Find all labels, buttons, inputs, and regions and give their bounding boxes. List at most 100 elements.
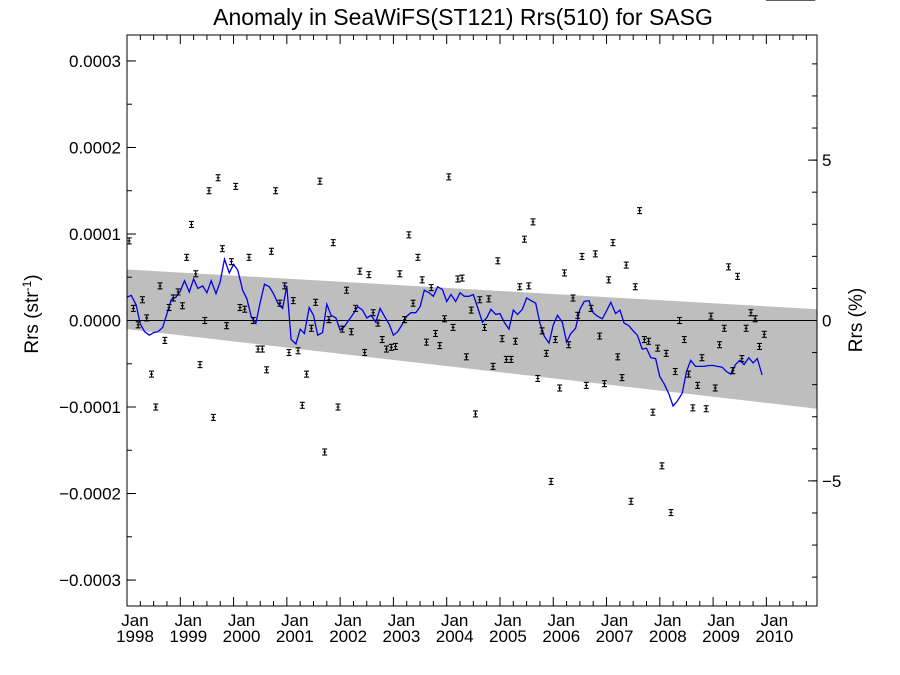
data-point (615, 353, 621, 361)
data-point (242, 305, 248, 313)
data-point (756, 342, 762, 351)
y-tick-label-left: 0.0002 (69, 138, 121, 157)
data-point (228, 258, 234, 266)
data-point (637, 207, 643, 215)
data-point (477, 296, 483, 304)
data-point (210, 413, 216, 421)
data-point (406, 231, 412, 239)
data-point (348, 328, 354, 336)
smoothed-series-layer (126, 256, 763, 408)
data-point (268, 247, 274, 255)
x-tick-label-year: 2004 (436, 627, 474, 646)
data-point (317, 177, 323, 185)
data-point (663, 349, 669, 357)
data-point (393, 342, 399, 351)
data-point (628, 497, 634, 505)
data-point (508, 355, 514, 363)
data-point (552, 335, 558, 344)
data-point (428, 284, 434, 292)
x-tick-label-month: Jan (707, 611, 734, 630)
x-tick-label-month: Jan (494, 611, 521, 630)
data-point (681, 335, 687, 344)
data-point (157, 282, 163, 290)
smoothed-series-line (126, 256, 763, 408)
data-point (135, 321, 141, 329)
data-point (726, 263, 732, 271)
y-axis-title-left-superscript: -1 (20, 280, 34, 291)
data-point (344, 286, 350, 294)
y-tick-label-right: 5 (822, 151, 831, 170)
y-tick-label-left: −0.0003 (59, 571, 121, 590)
data-point (339, 325, 345, 333)
data-point (388, 343, 394, 351)
data-point (330, 239, 336, 247)
y-tick-label-left: 0.0001 (69, 225, 121, 244)
axes-layer: 0.0003 0.0002 0.0001 0.0000 −0.0001 −0.0002 −0… (59, 35, 841, 646)
data-point (433, 329, 439, 338)
x-tick-label-month: Jan (548, 611, 575, 630)
data-point (153, 403, 159, 411)
data-point (455, 275, 461, 283)
data-point (623, 261, 629, 269)
x-tick-label-month: Jan (601, 611, 628, 630)
data-point (255, 345, 261, 353)
data-point (423, 338, 429, 346)
data-point (499, 335, 505, 343)
data-point (130, 304, 136, 312)
data-point (170, 294, 176, 302)
data-point (601, 380, 607, 388)
data-point (326, 316, 332, 324)
y-axis-title-left-close: ) (22, 274, 43, 280)
y-axis-title-left-text: Rrs (str (22, 291, 43, 354)
data-point (517, 283, 523, 291)
x-tick-label-year: 2010 (755, 627, 793, 646)
data-point (304, 370, 310, 378)
data-point (592, 250, 598, 258)
confidence-band-layer (127, 269, 817, 409)
data-point (570, 294, 576, 302)
data-point (282, 282, 288, 290)
y-tick-label-right: −5 (822, 472, 841, 491)
data-point (721, 324, 727, 332)
data-point (353, 304, 359, 312)
y-axis-title-right: Rrs (%) (846, 288, 867, 352)
data-point (543, 349, 549, 357)
data-point (250, 316, 256, 325)
data-point (761, 330, 767, 338)
data-point (410, 299, 416, 307)
y-tick-label-left: 0.0000 (69, 312, 121, 331)
data-point (446, 173, 452, 181)
data-point (322, 448, 328, 456)
data-point (521, 235, 527, 243)
data-point (739, 355, 745, 363)
data-point (313, 298, 319, 306)
data-point (379, 335, 385, 344)
x-tick-label-year: 2005 (489, 627, 527, 646)
data-point (526, 282, 532, 290)
x-tick-label-month: Jan (228, 611, 255, 630)
data-point (690, 404, 696, 412)
data-point (139, 296, 145, 304)
data-point (486, 295, 492, 303)
data-point (748, 309, 754, 317)
x-tick-label-year: 2007 (596, 627, 634, 646)
data-point (579, 252, 585, 261)
data-point (490, 362, 496, 370)
data-point (641, 335, 647, 344)
x-tick-label-year: 2001 (276, 627, 314, 646)
data-point (419, 276, 425, 284)
data-point (575, 311, 581, 319)
data-point (149, 370, 155, 378)
chart-title: Anomaly in SeaWiFS(ST121) Rrs(510) for S… (213, 4, 713, 30)
data-point (415, 253, 421, 261)
x-tick-label-month: Jan (175, 611, 202, 630)
y-axis-title-left: Rrs (str-1) (20, 274, 43, 353)
y-tick-label-left: −0.0001 (59, 398, 121, 417)
x-tick-label-month: Jan (281, 611, 308, 630)
data-point (716, 341, 722, 349)
data-point (588, 304, 594, 312)
data-point (299, 401, 305, 409)
data-point (259, 345, 265, 353)
data-point (162, 336, 168, 344)
